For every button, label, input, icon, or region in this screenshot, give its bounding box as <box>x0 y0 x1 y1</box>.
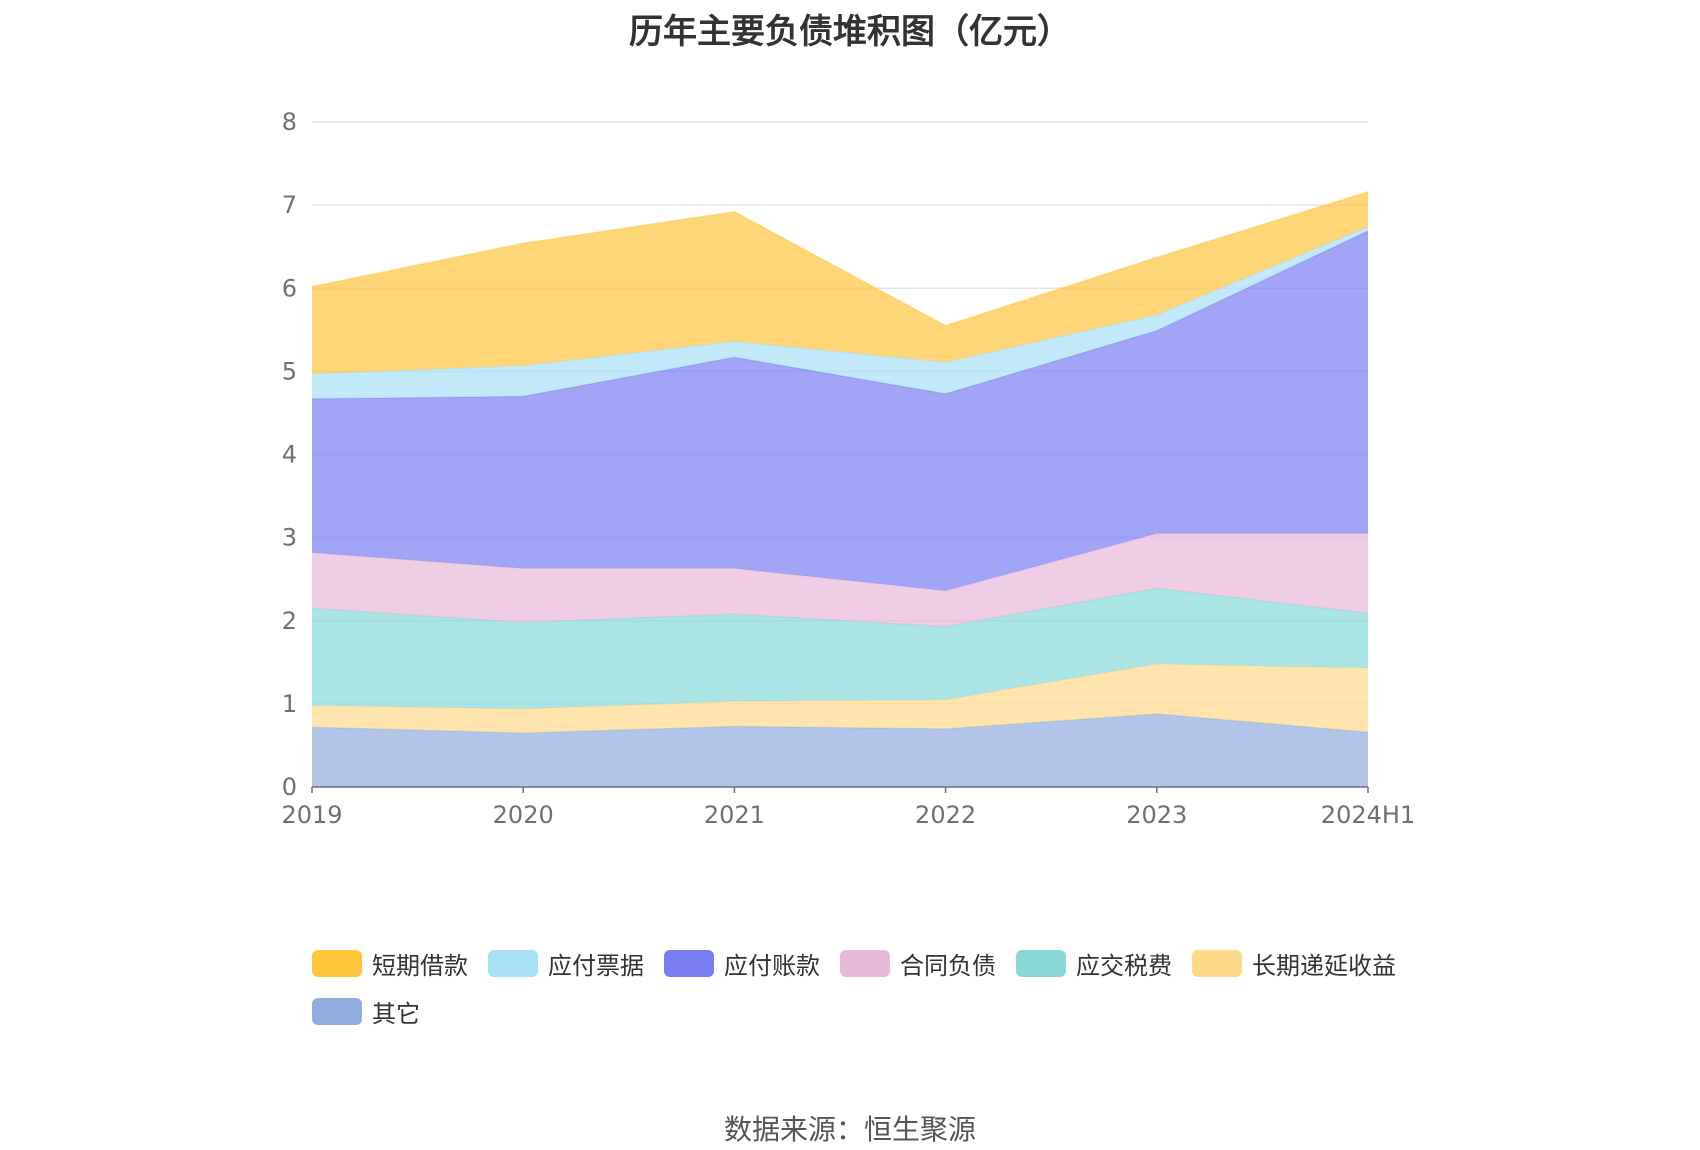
legend-item[interactable]: 合同负债 <box>840 949 996 980</box>
legend-label: 短期借款 <box>372 951 468 980</box>
legend-swatch <box>840 949 890 977</box>
axes: 0 1 2 3 4 5 6 7 8 2019 2020 2021 2022 2023 2024H1 <box>281 108 1415 829</box>
y-tick-label: 1 <box>282 690 297 718</box>
area-series <box>311 191 1369 787</box>
legend-item[interactable]: 应付票据 <box>488 949 644 980</box>
x-tick-label: 2022 <box>915 801 976 829</box>
y-tick-label: 7 <box>282 191 297 219</box>
chart-title: 历年主要负债堆积图（亿元） <box>629 12 1071 52</box>
legend-swatch <box>1016 949 1066 977</box>
legend-label: 长期递延收益 <box>1252 951 1396 980</box>
x-tick-label: 2023 <box>1126 801 1187 829</box>
legend: 短期借款 应付票据 应付账款 合同负债 应交税费 长期递延收益其它 <box>312 949 1442 1028</box>
area-应付票据 <box>312 226 1368 399</box>
y-tick-label: 0 <box>282 773 297 801</box>
y-tick-label: 8 <box>282 108 297 136</box>
legend-label: 应付票据 <box>548 951 644 980</box>
legend-label: 其它 <box>372 999 420 1028</box>
legend-label: 合同负债 <box>900 951 996 980</box>
legend-swatch <box>664 949 714 977</box>
y-tick-label: 3 <box>282 524 297 552</box>
x-tick-label: 2021 <box>704 801 765 829</box>
legend-swatch <box>312 997 362 1025</box>
x-tick-label: 2019 <box>281 801 342 829</box>
area-长期递延收益 <box>312 664 1368 733</box>
legend-label: 应交税费 <box>1076 951 1172 980</box>
y-tick-label: 4 <box>282 441 297 469</box>
y-tick-label: 5 <box>282 357 297 385</box>
legend-item[interactable]: 应交税费 <box>1016 949 1172 980</box>
area-应交税费 <box>312 588 1368 709</box>
legend-item[interactable]: 长期递延收益 <box>1192 949 1396 980</box>
legend-item[interactable]: 其它 <box>312 997 420 1028</box>
legend-item[interactable]: 短期借款 <box>312 949 468 980</box>
y-tick-label: 2 <box>282 607 297 635</box>
area-应付账款 <box>312 230 1368 591</box>
source-note: 数据来源：恒生聚源 <box>723 1113 976 1146</box>
area-短期借款 <box>312 191 1368 374</box>
legend-swatch <box>312 949 362 977</box>
y-tick-label: 6 <box>282 274 297 302</box>
legend-item[interactable]: 应付账款 <box>664 949 820 980</box>
area-edge-短期借款 <box>311 191 1369 327</box>
legend-swatch <box>1192 949 1242 977</box>
x-tick-label: 2020 <box>493 801 554 829</box>
legend-label: 应付账款 <box>724 951 820 980</box>
legend-swatch <box>488 949 538 977</box>
x-tick-label: 2024H1 <box>1321 801 1415 829</box>
area-其它 <box>312 713 1368 787</box>
